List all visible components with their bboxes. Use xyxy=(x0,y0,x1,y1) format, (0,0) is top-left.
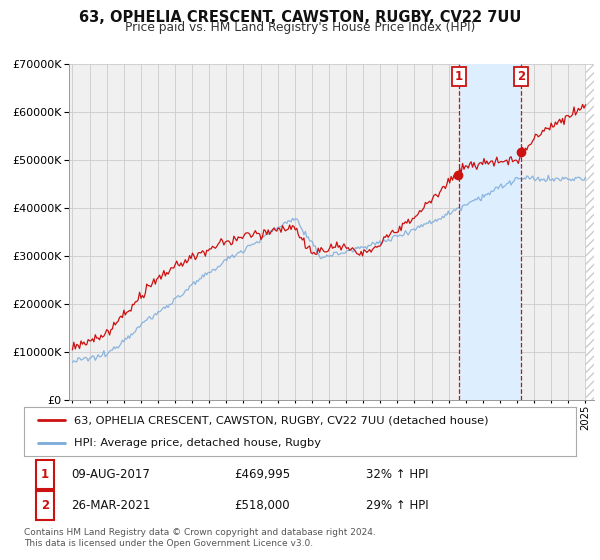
Text: 26-MAR-2021: 26-MAR-2021 xyxy=(71,499,150,512)
Text: 2: 2 xyxy=(41,499,49,512)
FancyBboxPatch shape xyxy=(36,460,54,488)
Text: Contains HM Land Registry data © Crown copyright and database right 2024.
This d: Contains HM Land Registry data © Crown c… xyxy=(24,528,376,548)
Text: £469,995: £469,995 xyxy=(234,468,290,480)
FancyBboxPatch shape xyxy=(36,491,54,520)
Text: 29% ↑ HPI: 29% ↑ HPI xyxy=(366,499,429,512)
Text: 2: 2 xyxy=(517,69,525,83)
Text: 1: 1 xyxy=(41,468,49,480)
Text: £518,000: £518,000 xyxy=(234,499,289,512)
Text: 09-AUG-2017: 09-AUG-2017 xyxy=(71,468,150,480)
Text: 1: 1 xyxy=(455,69,463,83)
Text: Price paid vs. HM Land Registry's House Price Index (HPI): Price paid vs. HM Land Registry's House … xyxy=(125,21,475,34)
Text: 63, OPHELIA CRESCENT, CAWSTON, RUGBY, CV22 7UU (detached house): 63, OPHELIA CRESCENT, CAWSTON, RUGBY, CV… xyxy=(74,416,488,426)
Text: 32% ↑ HPI: 32% ↑ HPI xyxy=(366,468,429,480)
Bar xyxy=(459,64,521,400)
Bar xyxy=(586,64,600,400)
Text: 63, OPHELIA CRESCENT, CAWSTON, RUGBY, CV22 7UU: 63, OPHELIA CRESCENT, CAWSTON, RUGBY, CV… xyxy=(79,10,521,25)
Text: HPI: Average price, detached house, Rugby: HPI: Average price, detached house, Rugb… xyxy=(74,438,320,448)
